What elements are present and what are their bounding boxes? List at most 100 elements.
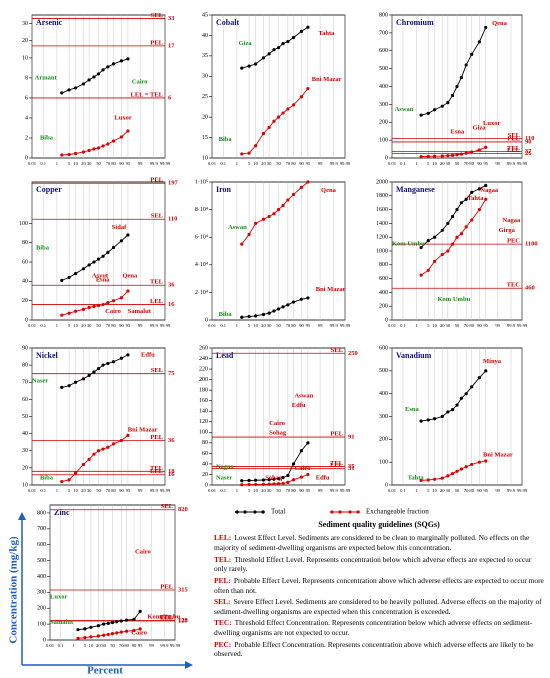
y-tick-label: 800: [37, 510, 46, 516]
guideline-name: TEL: [330, 460, 344, 467]
series-line: [241, 26, 309, 69]
guideline-name: SEL: [151, 12, 164, 19]
guideline-name: LEL: [150, 468, 164, 475]
x-arrow-head: [185, 661, 193, 669]
data-point: [73, 151, 78, 156]
guideline-value: 75: [168, 370, 175, 377]
data-point: [464, 151, 468, 155]
x-tick-label: 80: [111, 161, 116, 166]
guideline-name: TEL: [507, 145, 521, 152]
annotation: Aswan: [294, 392, 313, 399]
y-tick-label: 6·10⁴: [195, 235, 208, 241]
data-point: [67, 88, 71, 92]
y-tick-label: 160: [199, 398, 208, 404]
data-point: [276, 477, 281, 481]
data-point: [101, 68, 105, 72]
x-tick-label: 95: [306, 488, 311, 493]
data-point: [81, 462, 86, 467]
x-tick-label: 5: [68, 161, 71, 166]
x-tick-label: 99: [318, 323, 323, 328]
x-tick-label: 70: [286, 323, 291, 328]
y-tick-label: 1800: [376, 193, 388, 199]
x-tick-label: 99.9: [330, 161, 339, 166]
y-tick-label: 0: [385, 317, 388, 323]
y-tick-label: 0: [385, 482, 388, 488]
annotation: Bni Mazar: [483, 451, 513, 458]
x-tick-label: 20: [96, 643, 101, 648]
data-point: [261, 482, 266, 486]
guideline-value: 36: [168, 437, 175, 444]
y-tick-label: 240: [199, 356, 208, 362]
x-tick-label: 99.99: [517, 323, 528, 328]
data-point: [470, 52, 474, 56]
guideline-name: PEL: [330, 431, 343, 438]
x-tick-label: 0.01: [388, 323, 397, 328]
guideline-name: LEL: [160, 614, 174, 621]
annotation: Kom Umbu: [392, 241, 425, 248]
y-tick-label: 300: [379, 414, 388, 420]
series-line: [420, 27, 487, 116]
sqg-item: LEL: Lowest Effect Level. Sediments are c…: [214, 533, 544, 552]
x-tick-label: 70: [464, 161, 469, 166]
sqg-item: SEL: Severe Effect Level. Sediments are c…: [214, 597, 544, 616]
data-point: [299, 95, 304, 99]
data-point: [477, 40, 481, 44]
guideline-value: 120: [178, 617, 188, 624]
x-tick-label: 20: [81, 323, 86, 328]
data-point: [276, 46, 281, 50]
x-tick-label: 70: [106, 323, 111, 328]
data-point: [96, 634, 100, 638]
annotation: Sohag: [265, 475, 283, 482]
x-tick-label: 1: [56, 323, 59, 328]
guideline-value: 26: [525, 150, 532, 157]
annotation: Biba: [36, 245, 50, 252]
y-tick-label: 220: [199, 366, 208, 372]
data-point: [459, 75, 464, 80]
guideline-name: SEL: [151, 213, 164, 220]
panel-title: Iron: [216, 185, 232, 194]
y-tick-label: 800: [379, 262, 388, 268]
guideline-name: TEL: [150, 465, 164, 472]
x-tick-label: 10: [253, 488, 258, 493]
data-point: [106, 65, 110, 69]
y-tick-label: 15: [202, 135, 208, 141]
y-tick-label: 60: [22, 259, 28, 265]
series-line: [241, 88, 309, 155]
x-tick-label: 10: [73, 488, 78, 493]
data-point: [119, 356, 124, 360]
data-point: [125, 618, 129, 622]
legend-marker: [235, 510, 239, 514]
data-point: [450, 242, 455, 246]
data-point: [286, 107, 290, 111]
x-tick-label: 0.1: [40, 161, 46, 166]
annotation: Bni Mazar: [316, 286, 346, 293]
series-line: [241, 181, 309, 245]
panel-title: Lead: [216, 351, 234, 360]
x-tick-label: 95: [306, 161, 311, 166]
x-tick-label: 30: [267, 323, 272, 328]
sqg-text: Probable Effect Concentration. Represent…: [214, 639, 534, 659]
x-tick-label: 1: [236, 488, 239, 493]
data-point: [276, 208, 281, 212]
annotation: Biba: [40, 475, 54, 482]
y-tick-label: 0: [25, 155, 28, 161]
x-tick-label: 0.01: [208, 161, 217, 166]
data-point: [106, 445, 110, 449]
data-point: [253, 478, 258, 482]
x-tick-label: 99: [495, 488, 500, 493]
x-tick-label: 0.01: [208, 488, 217, 493]
data-point: [106, 621, 110, 625]
guideline-name: LEL: [330, 462, 344, 469]
data-point: [96, 449, 101, 453]
annotation: Cairo: [105, 308, 121, 315]
data-point: [261, 217, 266, 221]
data-point: [240, 66, 244, 70]
series-line: [241, 297, 309, 318]
annotation: Giza: [239, 40, 253, 47]
data-point: [291, 192, 296, 197]
annotation: Tahta: [408, 475, 425, 482]
data-point: [60, 479, 64, 484]
y-tick-label: 20: [22, 465, 28, 471]
x-tick-label: 10: [253, 161, 258, 166]
x-tick-label: 30: [267, 488, 272, 493]
